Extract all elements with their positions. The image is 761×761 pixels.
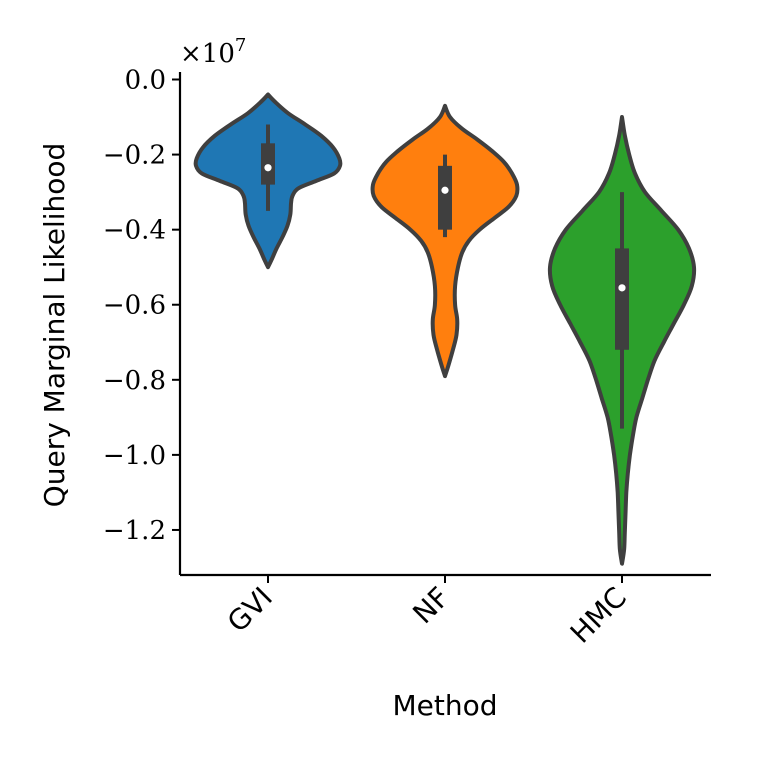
median-dot-hmc: [618, 284, 626, 292]
iqr-box-nf: [438, 165, 452, 230]
median-dot-nf: [441, 186, 449, 194]
y-tick-label: −1.2: [103, 516, 166, 546]
y-tick-label: −1.0: [103, 441, 166, 471]
x-tick-label-hmc: HMC: [564, 581, 633, 650]
offset-label: ×107: [180, 35, 246, 69]
x-axis-label: Method: [392, 689, 497, 722]
x-tick-label-gvi: GVI: [221, 581, 279, 639]
y-tick-label: 0.0: [125, 66, 166, 96]
violin-nf: [370, 103, 520, 379]
offset-base: ×10: [180, 39, 235, 69]
y-tick-label: −0.2: [103, 141, 166, 171]
iqr-box-hmc: [615, 248, 629, 350]
y-axis-label: Query Marginal Likelihood: [38, 143, 71, 508]
x-tick-label-nf: NF: [406, 581, 456, 631]
violins-layer: [193, 92, 697, 566]
median-dot-gvi: [264, 164, 272, 172]
y-tick-label: −0.8: [103, 366, 166, 396]
y-tick-label: −0.4: [103, 216, 166, 246]
iqr-box-gvi: [261, 143, 275, 185]
offset-exponent: 7: [235, 35, 246, 56]
y-tick-label: −0.6: [103, 291, 166, 321]
